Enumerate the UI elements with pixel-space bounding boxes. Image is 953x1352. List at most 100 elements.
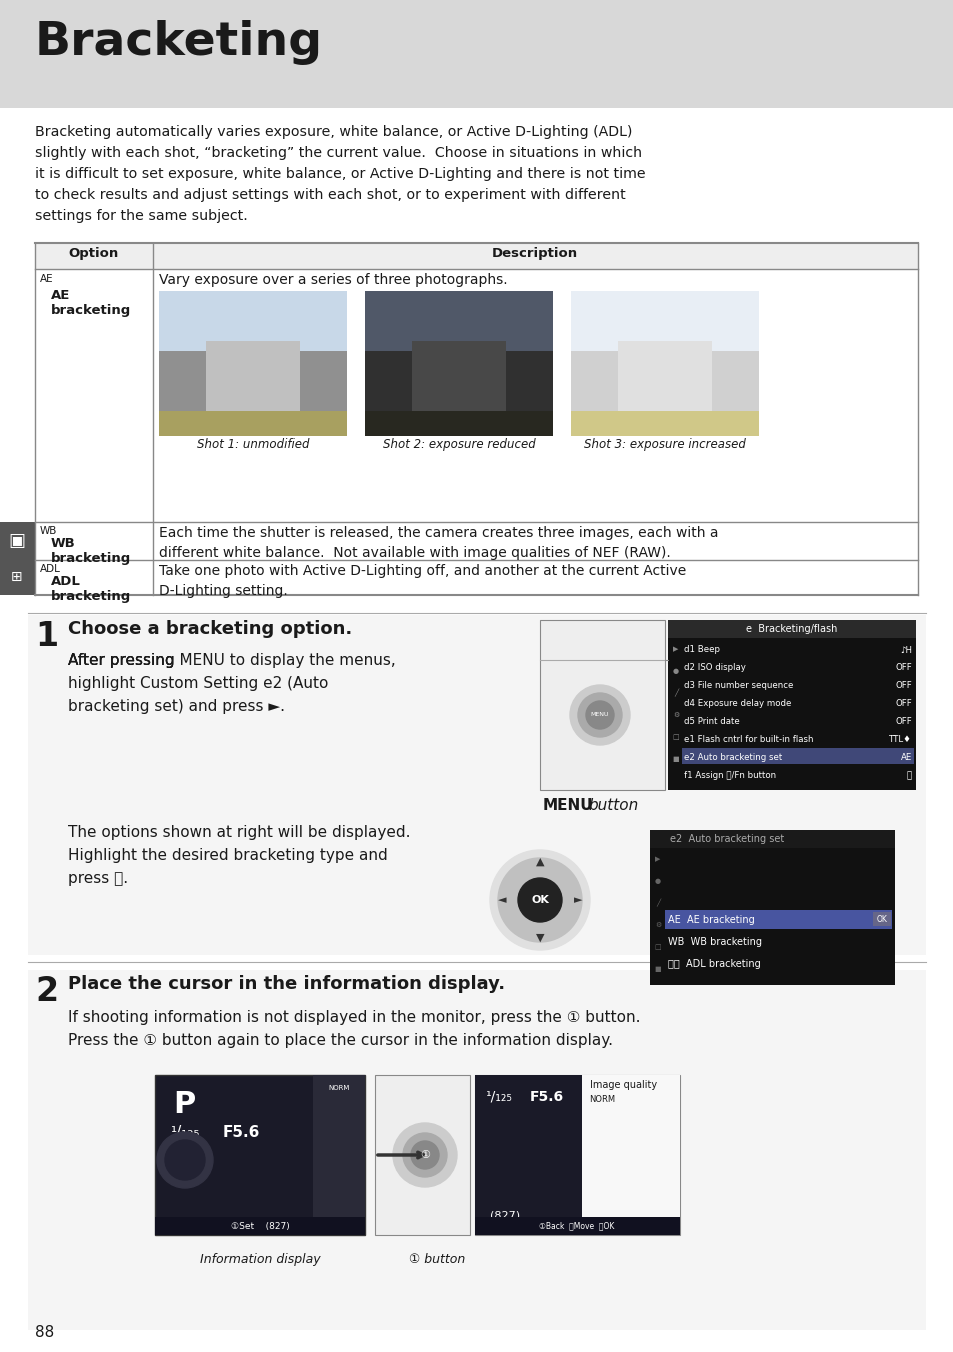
Bar: [154, 1075, 365, 1234]
Text: WB: WB: [40, 526, 57, 535]
Bar: [159, 411, 347, 435]
Text: If shooting information is not displayed in the monitor, press the ① button.
Pre: If shooting information is not displayed…: [68, 1010, 639, 1048]
Text: ■: ■: [654, 965, 660, 972]
Bar: [365, 411, 553, 435]
Text: to check results and adjust settings with each shot, or to experiment with diffe: to check results and adjust settings wit…: [35, 188, 625, 201]
Bar: [475, 1075, 581, 1234]
Bar: [412, 341, 505, 416]
Text: ◄: ◄: [497, 895, 506, 904]
Text: ♪H: ♪H: [899, 645, 911, 654]
Bar: [664, 910, 891, 929]
Text: (827): (827): [265, 1215, 294, 1226]
Text: ╱: ╱: [655, 899, 659, 907]
Text: ▶: ▶: [655, 856, 660, 863]
Text: ■: ■: [672, 756, 679, 763]
Text: Shot 2: exposure reduced: Shot 2: exposure reduced: [382, 438, 535, 452]
Bar: [571, 291, 759, 435]
Bar: [475, 1217, 679, 1234]
Bar: [28, 615, 925, 955]
Bar: [28, 969, 925, 1330]
Bar: [649, 830, 894, 848]
Circle shape: [157, 1132, 213, 1188]
Bar: [571, 291, 759, 352]
Text: d1 Beep: d1 Beep: [683, 645, 720, 654]
Text: Image quality: Image quality: [589, 1080, 656, 1090]
Bar: [539, 621, 664, 790]
Text: d5 Print date: d5 Print date: [683, 718, 739, 726]
Text: NORM: NORM: [328, 1086, 350, 1091]
Text: ①: ①: [419, 1151, 430, 1160]
Text: d3 File number sequence: d3 File number sequence: [683, 681, 793, 691]
Circle shape: [411, 1141, 438, 1169]
Text: OFF: OFF: [894, 664, 911, 672]
Bar: [475, 1075, 679, 1234]
Bar: [0, 0, 953, 108]
Text: ▲: ▲: [536, 857, 543, 867]
Text: 影象  ADL bracketing: 影象 ADL bracketing: [667, 959, 760, 969]
Bar: [667, 621, 915, 638]
Text: ①Set    (827): ①Set (827): [231, 1221, 289, 1230]
Text: ① button: ① button: [409, 1253, 465, 1265]
Text: The options shown at right will be displayed.
Highlight the desired bracketing t: The options shown at right will be displ…: [68, 825, 410, 886]
Text: f1 Assign Ⓒ/Fn button: f1 Assign Ⓒ/Fn button: [683, 772, 776, 780]
Text: ●: ●: [672, 668, 679, 675]
Text: WB  WB bracketing: WB WB bracketing: [667, 937, 761, 946]
Text: OK: OK: [876, 914, 886, 923]
Text: ¹/₁₂₅: ¹/₁₂₅: [170, 1125, 199, 1140]
Bar: [0, 522, 35, 560]
Bar: [872, 913, 890, 926]
Text: AE: AE: [40, 274, 53, 284]
Text: Place the cursor in the information display.: Place the cursor in the information disp…: [68, 975, 504, 992]
Text: settings for the same subject.: settings for the same subject.: [35, 210, 248, 223]
Text: Vary exposure over a series of three photographs.: Vary exposure over a series of three pho…: [159, 273, 507, 287]
Text: Take one photo with Active D-Lighting off, and another at the current Active
D-L: Take one photo with Active D-Lighting of…: [159, 564, 685, 598]
Circle shape: [402, 1133, 447, 1178]
Text: ⓢ: ⓢ: [906, 772, 911, 780]
Circle shape: [585, 700, 614, 729]
Circle shape: [517, 877, 561, 922]
Bar: [154, 1217, 365, 1234]
Text: bracketing: bracketing: [51, 304, 132, 316]
Text: e  Bracketing/flash: e Bracketing/flash: [745, 625, 837, 634]
Text: After pressing MENU to display the menus,
highlight Custom Setting e2 (Auto
brac: After pressing MENU to display the menus…: [68, 653, 395, 714]
Bar: [206, 341, 299, 416]
Text: it is difficult to set exposure, white balance, or Active D-Lighting and there i: it is difficult to set exposure, white b…: [35, 168, 645, 181]
Text: Description: Description: [492, 247, 578, 260]
Text: Information display: Information display: [199, 1253, 320, 1265]
Text: ▣: ▣: [9, 531, 26, 550]
Text: ⊞: ⊞: [11, 571, 23, 584]
Text: ●: ●: [655, 877, 660, 884]
Text: Shot 1: unmodified: Shot 1: unmodified: [196, 438, 309, 452]
Text: F5.6: F5.6: [223, 1125, 260, 1140]
Text: Option: Option: [69, 247, 119, 260]
Text: bracketing: bracketing: [51, 589, 132, 603]
Bar: [649, 830, 894, 986]
Text: d2 ISO display: d2 ISO display: [683, 664, 745, 672]
Text: 88: 88: [35, 1325, 54, 1340]
Text: ADL: ADL: [40, 564, 61, 575]
Circle shape: [165, 1140, 205, 1180]
Text: OFF: OFF: [894, 681, 911, 691]
Text: Bracketing automatically varies exposure, white balance, or ​Active ​D​-​Lightin: Bracketing automatically varies exposure…: [35, 124, 632, 139]
Text: P: P: [172, 1090, 195, 1119]
Bar: [159, 291, 347, 352]
Circle shape: [497, 859, 581, 942]
Text: (827): (827): [490, 1210, 519, 1220]
Text: After pressing: After pressing: [68, 653, 179, 668]
Text: ╱: ╱: [673, 690, 678, 698]
Text: □: □: [654, 944, 660, 950]
Text: ►: ►: [573, 895, 581, 904]
Text: e1 Flash cntrl for built-in flash: e1 Flash cntrl for built-in flash: [683, 735, 813, 745]
Text: ⚙: ⚙: [672, 713, 679, 718]
Text: After pressing: After pressing: [68, 653, 179, 668]
Text: e2  Auto bracketing set: e2 Auto bracketing set: [669, 834, 783, 844]
Circle shape: [393, 1124, 456, 1187]
Circle shape: [490, 850, 589, 950]
Circle shape: [569, 685, 629, 745]
Text: ▶: ▶: [673, 646, 678, 652]
Text: MENU: MENU: [590, 713, 609, 718]
Text: OFF: OFF: [894, 718, 911, 726]
Bar: [159, 291, 347, 435]
Text: ⚙: ⚙: [654, 922, 660, 927]
Text: ▼: ▼: [536, 933, 543, 942]
